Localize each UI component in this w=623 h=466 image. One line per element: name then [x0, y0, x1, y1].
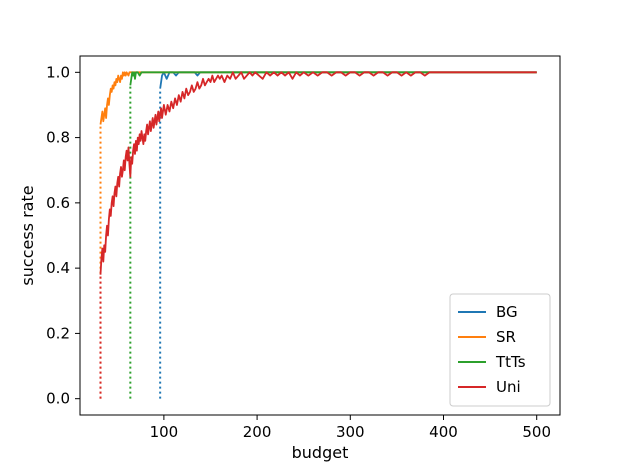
series-bg-line — [159, 71, 537, 89]
legend-label: TtTs — [495, 353, 526, 371]
legend-box — [449, 293, 551, 407]
x-tick-label: 500 — [522, 423, 551, 441]
x-axis-label: budget — [292, 443, 349, 462]
series-sr-line — [99, 71, 537, 125]
x-tick-label: 100 — [150, 423, 179, 441]
y-tick-label: 0.0 — [46, 390, 70, 408]
x-tick-label: 300 — [336, 423, 365, 441]
legend-label: Uni — [496, 378, 521, 396]
plot-lines — [99, 71, 537, 399]
y-axis-label: success rate — [18, 185, 37, 285]
series-ttts — [129, 71, 537, 399]
legend-item-ttts: TtTs — [458, 353, 526, 371]
x-axis-ticks: 100 200 300 400 500 — [150, 415, 551, 441]
legend-item-sr: SR — [458, 328, 516, 346]
y-axis-ticks: 0.0 0.2 0.4 0.6 0.8 1.0 — [46, 63, 80, 408]
x-tick-label: 400 — [429, 423, 458, 441]
y-tick-label: 1.0 — [46, 63, 70, 81]
y-tick-label: 0.6 — [46, 194, 70, 212]
y-tick-label: 0.8 — [46, 129, 70, 147]
legend-item-bg: BG — [458, 303, 518, 321]
y-tick-label: 0.2 — [46, 324, 70, 342]
series-ttts-line — [129, 71, 537, 86]
legend-label: BG — [496, 303, 518, 321]
y-tick-label: 0.4 — [46, 259, 70, 277]
x-tick-label: 200 — [243, 423, 272, 441]
series-uni — [99, 71, 537, 399]
legend-item-uni: Uni — [458, 378, 521, 396]
series-uni-line — [99, 71, 537, 275]
legend-label: SR — [496, 328, 516, 346]
plot-frame — [79, 55, 561, 416]
legend: BG SR TtTs Uni — [449, 293, 551, 407]
